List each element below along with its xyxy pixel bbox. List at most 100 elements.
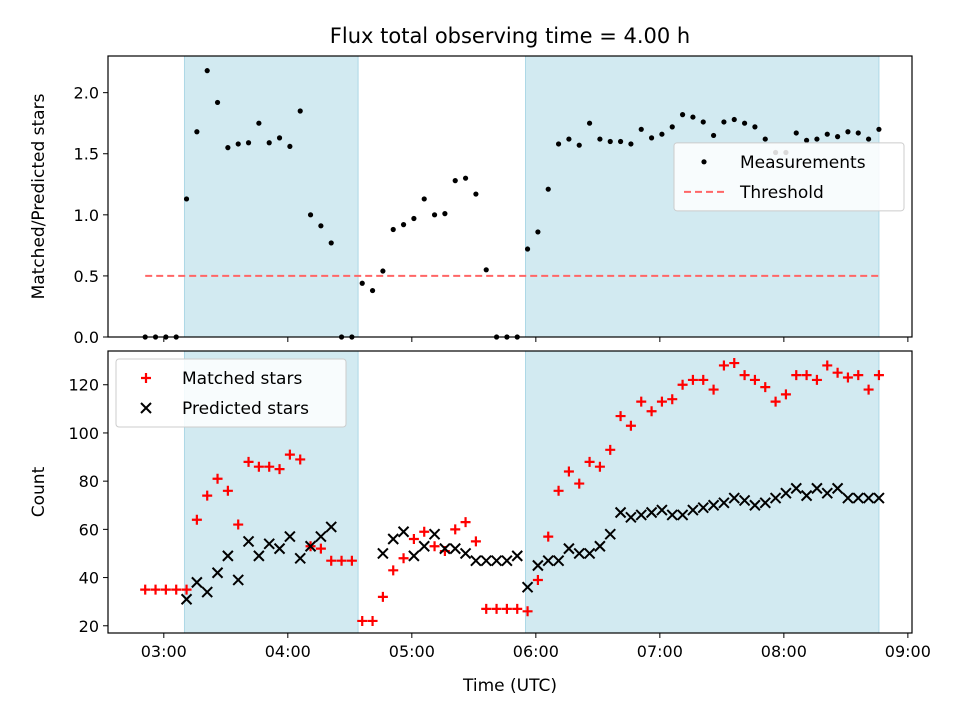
predicted-stars-point [273,542,286,555]
measurements-point [359,280,365,286]
predicted-stars-point [428,528,441,540]
predicted-stars-point [201,586,213,598]
matched-stars-point [470,536,481,547]
y-tick-label: 20 [79,617,99,636]
measurements-point [390,226,396,233]
matched-stars-point [284,449,295,460]
chart-title: Flux total observing time = 4.00 h [330,24,690,48]
measurements-point [731,116,737,123]
legend-key-predicted-stars [140,402,152,414]
matched-stars-point [419,526,430,537]
matched-stars-point [501,603,512,614]
predicted-stars-point [728,492,740,504]
matched-stars-point [408,534,419,544]
matched-stars-point [780,389,791,400]
measurements-point [648,135,655,141]
measurements-point [721,119,727,125]
measurements-point [328,240,334,246]
predicted-stars-point [552,554,565,567]
matched-stars-point [636,396,647,407]
panel-counts: 20 40 60 80 100 120 03:00 04:00 05:00 06:00 07:00 0… [29,350,931,661]
observing-interval-1 [184,56,359,337]
measurements-point [400,222,407,228]
predicted-stars-point [676,509,689,521]
measurements-point [473,191,479,197]
measurements-point [659,131,665,137]
legend-box [115,358,347,428]
predicted-stars-point [707,499,720,511]
predicted-stars-point [397,526,410,538]
measurements-point [617,138,624,145]
matched-stars-point [801,370,812,381]
matched-stars-point [625,420,636,431]
measurements-point [752,124,758,130]
matched-stars-point [150,584,161,595]
legend-label-matched-stars: Matched stars [182,369,302,389]
predicted-stars-point [780,487,792,499]
measurements-point [483,267,489,273]
predicted-stars-point [697,501,709,514]
x-tick-label: 09:00 [885,642,931,661]
predicted-stars-point [242,535,255,548]
measurements-point [586,120,593,126]
predicted-stars-point [625,511,637,524]
matched-stars-point [656,396,667,407]
measurements-point [204,68,210,74]
x-tick-label: 05:00 [389,642,435,661]
predicted-stars-point [232,574,244,586]
matched-stars-point [336,555,347,566]
x-tick-label: 04:00 [265,642,311,661]
predicted-stars-point [687,504,699,516]
measurements-point [824,131,830,137]
measurements-point [741,120,748,126]
matched-stars-point [553,485,564,496]
measurements-point [235,141,241,147]
predicted-stars-point [511,550,523,562]
matched-stars-point [460,517,471,528]
matched-stars-point [832,367,843,378]
y-tick-label: 1.0 [74,206,99,225]
matched-stars-point [822,360,833,371]
predicted-stars-point [759,497,771,509]
matched-stars-point [760,382,771,393]
predicted-stars-point [873,492,885,504]
measurements-point [256,120,262,126]
measurements-point [307,212,314,218]
predicted-stars-point [852,492,864,504]
matched-stars-point [450,524,461,535]
predicted-stars-point [480,554,492,567]
matched-stars-point [739,370,750,381]
measurements-point [638,126,644,132]
matched-stars-point [842,372,853,383]
measurements-point [545,186,551,192]
measurements-point [442,211,448,217]
y-tick-label: 80 [79,472,99,491]
matched-stars-point [357,615,368,626]
predicted-stars-point [811,482,823,495]
measurements-point [524,246,531,252]
measurements-point [276,135,283,141]
measurements-point [566,136,572,142]
matched-stars-point [140,584,151,595]
predicted-stars-point [294,552,306,564]
matched-stars-point [191,514,202,525]
matched-stars-point [718,360,729,371]
matched-stars-point [574,478,585,489]
measurements-point [297,108,303,114]
matched-stars-point [873,370,884,381]
predicted-stars-point [304,540,317,552]
predicted-stars-point [862,492,875,504]
measurements-point [865,136,872,142]
measurements-point [287,143,293,150]
measurements-point [607,138,613,145]
measurements-point [876,126,882,132]
predicted-stars-point [594,540,606,552]
measurements-point [710,132,717,139]
predicted-stars-point [449,542,461,555]
matched-stars-point [233,519,244,530]
y-tick-label: 0.5 [74,267,99,286]
y-tick-label: 60 [79,520,99,539]
measurements-point [462,175,469,181]
predicted-stars-point [842,492,854,504]
